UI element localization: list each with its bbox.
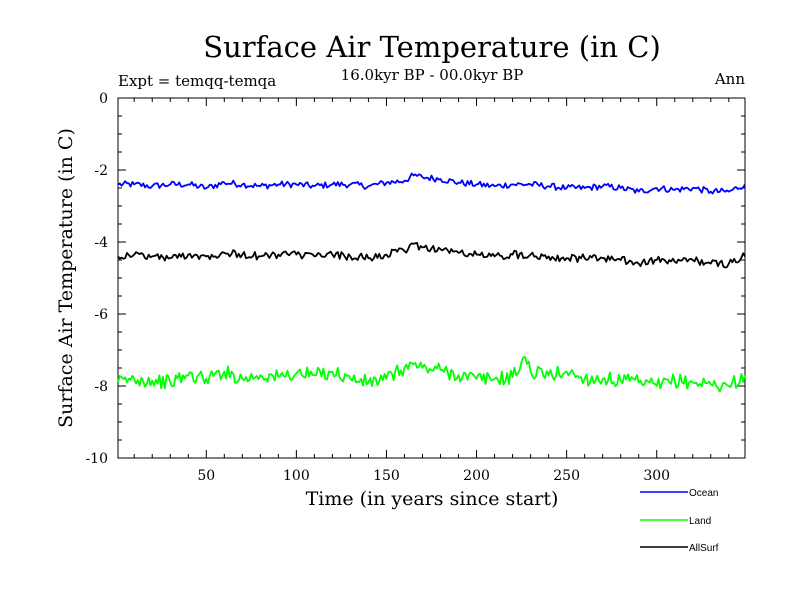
series-lines [117,172,746,393]
chart-title: Surface Air Temperature (in C) [203,30,661,64]
legend-label-ocean: Ocean [689,488,718,499]
y-tick-label: 0 [99,91,108,107]
chart-subtitle: 16.0kyr BP - 00.0kyr BP [341,66,524,84]
y-tick-label: -8 [94,379,108,395]
legend: Ocean Land AllSurf [640,488,719,554]
season-label: Ann [714,70,745,88]
series-line-allsurf [117,242,746,269]
y-tick-label: -4 [94,235,108,251]
x-axis-label: Time (in years since start) [306,488,559,510]
x-axis: 50 100 150 200 250 300 [133,98,730,484]
x-tick-label: 300 [643,468,670,484]
y-tick-label: -6 [94,307,108,323]
series-line-land [117,356,746,393]
x-tick-label: 250 [553,468,580,484]
legend-label-allsurf: AllSurf [689,543,719,554]
x-tick-label: 150 [373,468,400,484]
y-tick-label: -10 [85,451,108,467]
x-tick-label: 200 [463,468,490,484]
y-tick-label: -2 [94,163,108,179]
x-tick-label: 100 [283,468,310,484]
series-line-ocean [117,172,746,195]
legend-label-land: Land [689,516,711,527]
plot-frame [117,97,746,459]
experiment-label: Expt = temqq-temqa [118,72,276,90]
y-axis: 0 -2 -4 -6 -8 -10 [85,91,745,467]
y-axis-label: Surface Air Temperature (in C) [55,128,77,428]
x-tick-label: 50 [197,468,215,484]
